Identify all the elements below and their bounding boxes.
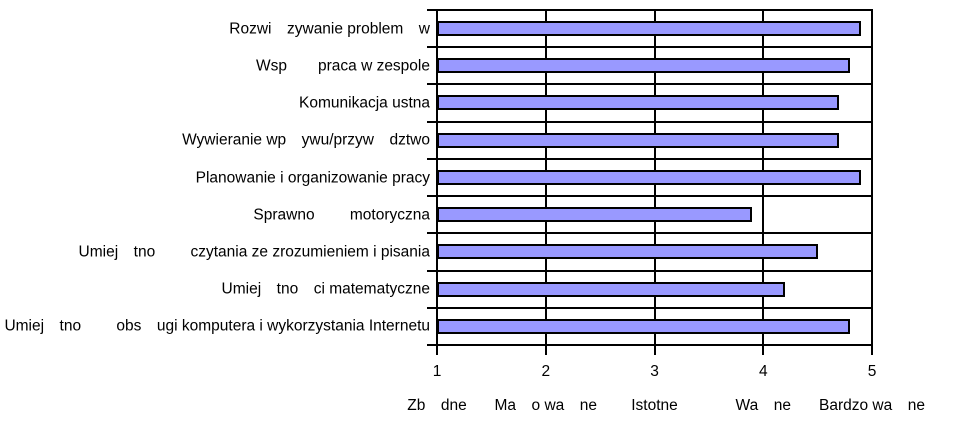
bar <box>437 58 851 74</box>
value-tick-caption: Zb dne <box>407 397 467 414</box>
category-gridline <box>438 83 871 86</box>
category-tick <box>427 306 437 309</box>
category-gridline <box>438 306 871 309</box>
category-gridline <box>438 120 871 123</box>
category-gridline <box>438 46 871 49</box>
category-label: Planowanie i organizowanie pracy <box>195 168 430 186</box>
category-label: Komunikacja ustna <box>299 94 430 112</box>
value-tick-caption: Istotne <box>631 397 678 414</box>
category-tick <box>427 344 437 346</box>
category-tick <box>427 9 437 11</box>
value-tick-label: 1 <box>432 363 442 380</box>
category-gridline <box>438 157 871 160</box>
value-tick <box>653 344 656 355</box>
category-label: Sprawno motoryczna <box>253 205 430 223</box>
value-tick <box>544 344 547 355</box>
category-tick <box>427 83 437 86</box>
category-label: Umiej tno czytania ze zrozumieniem i pis… <box>78 243 430 261</box>
value-tick <box>436 344 438 355</box>
category-label: Wsp praca w zespole <box>255 57 430 75</box>
category-tick <box>427 120 437 123</box>
value-tick-label: 2 <box>541 363 551 380</box>
category-label: Umiej tno ci matematyczne <box>221 280 430 298</box>
value-tick <box>762 344 765 355</box>
value-tick-caption: Wa ne <box>735 397 791 414</box>
category-tick <box>427 232 437 235</box>
category-label: Rozwi zywanie problem w <box>229 19 430 37</box>
category-tick <box>427 195 437 198</box>
value-tick-caption: Bardzo wa ne <box>819 397 925 414</box>
category-tick <box>427 269 437 272</box>
bar <box>437 169 862 185</box>
bar <box>437 207 753 223</box>
bar <box>437 281 785 297</box>
value-tick-label: 3 <box>650 363 659 380</box>
category-label: Umiej tno obs ugi komputera i wykorzysta… <box>4 317 430 335</box>
category-gridline <box>438 269 871 272</box>
category-tick <box>427 157 437 160</box>
bar <box>437 244 818 260</box>
bar <box>437 132 840 148</box>
category-gridline <box>438 195 871 198</box>
bar <box>437 21 862 36</box>
category-tick <box>427 46 437 49</box>
bar <box>437 318 851 334</box>
value-tick-label: 4 <box>758 363 768 380</box>
category-label: Wywieranie wp ywu/przyw dztwo <box>182 131 430 149</box>
value-tick <box>871 344 873 355</box>
value-tick-caption: Ma o wa ne <box>494 397 598 414</box>
value-tick-label: 5 <box>867 363 877 380</box>
bar <box>437 95 840 111</box>
category-gridline <box>438 232 871 235</box>
